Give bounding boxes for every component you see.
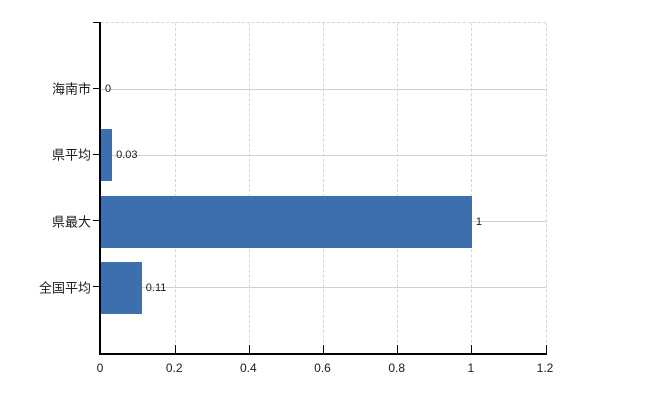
vertical-gridline	[323, 23, 324, 353]
value-label: 0.03	[116, 149, 138, 162]
x-axis-tick	[397, 345, 399, 353]
value-label: 0	[105, 83, 112, 96]
bar	[101, 261, 142, 314]
horizontal-gridline	[101, 287, 546, 289]
plot-area: 0 0.03 1 0.11	[101, 22, 547, 353]
x-axis-tick	[471, 345, 473, 353]
x-tick-label: 0	[96, 361, 104, 375]
vertical-gridline	[471, 23, 473, 353]
vertical-gridline	[248, 23, 250, 353]
vertical-gridline	[545, 23, 547, 353]
x-tick-label: 0.4	[239, 361, 257, 375]
vertical-gridline	[174, 23, 176, 353]
y-axis-tick	[93, 153, 99, 155]
x-axis-tick	[248, 345, 250, 353]
category-label: 海南市	[51, 81, 91, 97]
y-axis-top-tick	[93, 22, 99, 23]
category-label: 全国平均	[38, 280, 91, 296]
category-label: 県最大	[51, 214, 91, 230]
x-axis-tick	[323, 345, 324, 353]
horizontal-gridline	[101, 88, 546, 90]
y-axis-tick	[93, 286, 99, 288]
bar	[101, 129, 113, 182]
x-tick-label: 0.2	[165, 361, 183, 375]
x-tick-label: 0.6	[314, 361, 331, 375]
vertical-gridline	[397, 23, 399, 353]
horizontal-gridline	[101, 154, 546, 156]
value-label: 1	[475, 215, 482, 228]
bar	[101, 195, 472, 248]
value-label: 0.11	[145, 281, 167, 294]
x-tick-label: 1	[467, 361, 475, 375]
x-tick-label: 1.2	[536, 361, 554, 375]
x-axis-tick	[174, 345, 176, 353]
category-label: 県平均	[51, 147, 91, 163]
y-axis-line	[99, 22, 101, 354]
x-axis-line	[99, 353, 547, 355]
x-tick-label: 0.8	[388, 361, 405, 375]
y-axis-tick	[93, 87, 99, 89]
x-axis-tick	[545, 345, 547, 353]
y-axis-tick	[93, 220, 99, 222]
